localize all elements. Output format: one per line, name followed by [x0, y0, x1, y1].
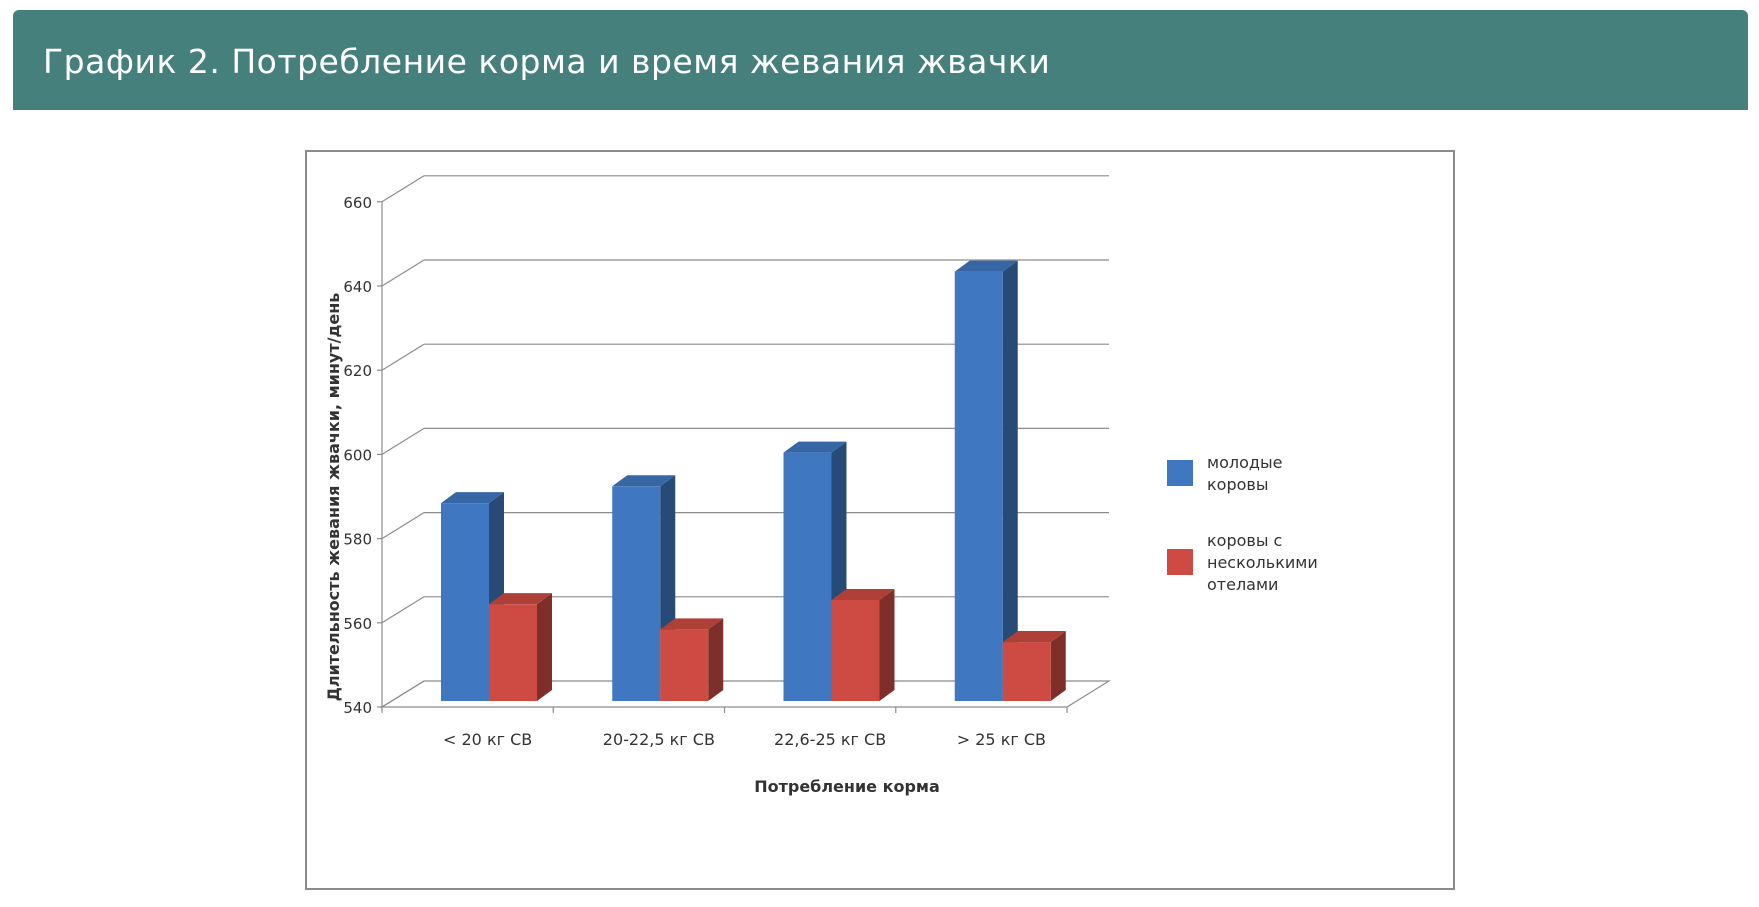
bar: [612, 486, 661, 701]
bar-side: [708, 618, 724, 701]
bar-side: [537, 593, 552, 701]
gridline-side: [381, 512, 425, 540]
gridline-side: [381, 259, 425, 287]
bar: [831, 599, 880, 701]
bar-side: [1050, 631, 1066, 701]
bar-top: [831, 588, 895, 600]
bar-top: [489, 593, 552, 605]
legend-swatch: [1167, 460, 1193, 486]
bar: [783, 452, 832, 701]
gridline-side: [381, 343, 425, 371]
bar: [1002, 642, 1051, 701]
bar: [441, 503, 489, 701]
chart-floor: [379, 680, 1112, 708]
bar-side: [1002, 260, 1018, 701]
bar: [489, 604, 537, 701]
x-axis-title: Потребление корма: [754, 777, 940, 796]
gridline-side: [381, 427, 425, 455]
bar-top: [660, 618, 724, 630]
bar-top: [954, 260, 1018, 272]
legend-swatch: [1167, 549, 1193, 575]
gridline-side: [381, 175, 425, 203]
bar-top: [1002, 631, 1066, 643]
y-tick-label: 600: [343, 446, 372, 464]
chart-header: График 2. Потребление корма и время жева…: [13, 10, 1748, 110]
x-tick-label: 20-22,5 кг СВ: [603, 730, 715, 749]
x-tick-label: > 25 кг СВ: [957, 730, 1046, 749]
legend-label: отелами: [1207, 575, 1278, 594]
page-title: График 2. Потребление корма и время жева…: [43, 42, 1051, 81]
y-tick-label: 660: [343, 194, 372, 212]
gridline-side: [381, 596, 425, 624]
bar-top: [783, 441, 847, 453]
x-tick-label: 22,6-25 кг СВ: [774, 730, 886, 749]
y-tick-label: 640: [343, 278, 372, 296]
x-tick-label: < 20 кг СВ: [443, 730, 532, 749]
y-tick-label: 560: [343, 615, 372, 633]
y-axis-title: Длительность жевания жвачки, минут/день: [324, 293, 343, 702]
chart-frame: 540 560 580 600 620 640 660 < 20 кг СВ 20-22,5 к…: [305, 150, 1455, 890]
legend-label: несколькими: [1207, 553, 1318, 572]
bar: [660, 629, 709, 701]
y-tick-label: 580: [343, 531, 372, 549]
bar-side: [879, 588, 895, 701]
legend-label: коровы: [1207, 475, 1268, 494]
y-tick-label: 540: [343, 699, 372, 717]
legend-label: молодые: [1207, 453, 1282, 472]
bar-chart: 540 560 580 600 620 640 660 < 20 кг СВ 20-22,5 к…: [324, 175, 1318, 796]
bar-top: [612, 475, 676, 487]
bar-top: [441, 492, 504, 504]
legend-label: коровы с: [1207, 531, 1282, 550]
y-tick-label: 620: [343, 362, 372, 380]
bar: [954, 271, 1003, 701]
